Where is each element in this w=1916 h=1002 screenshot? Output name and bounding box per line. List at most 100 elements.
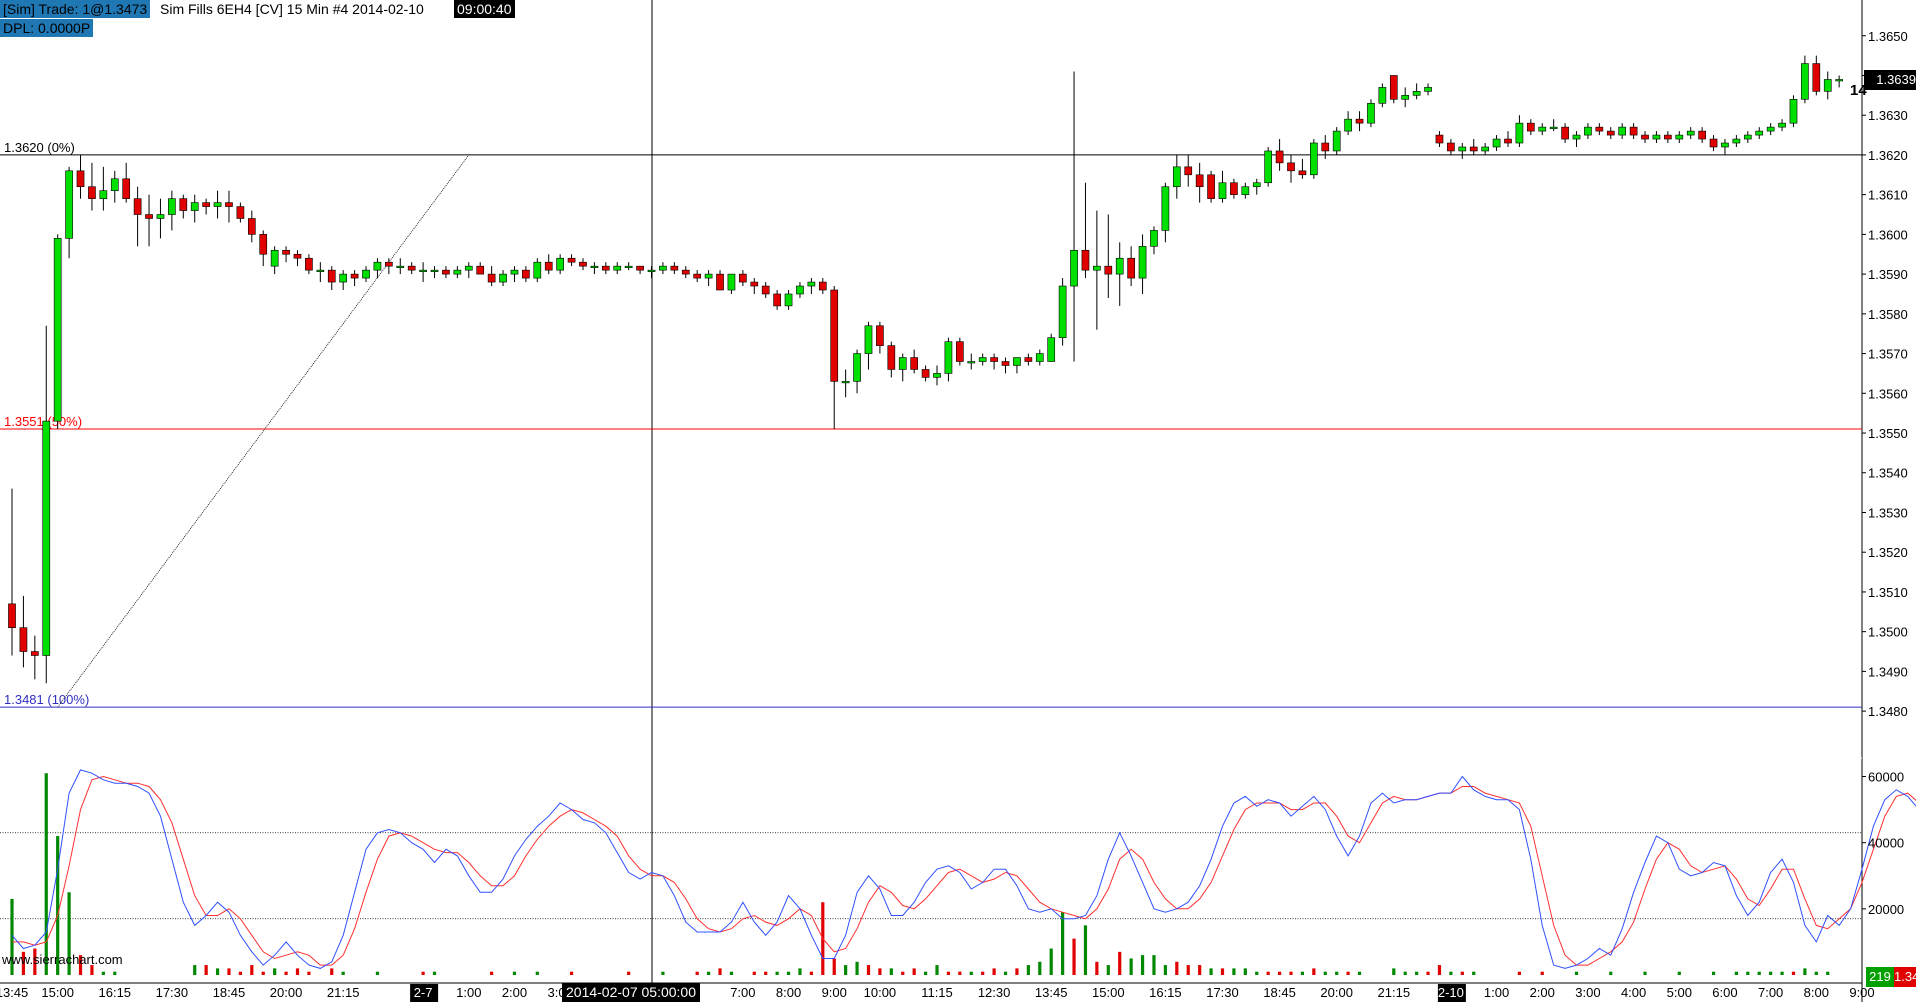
candle-body — [1424, 87, 1432, 92]
volume-bar — [330, 968, 334, 975]
volume-bar — [981, 971, 985, 975]
candle-body — [499, 273, 507, 283]
candle-body — [1641, 134, 1649, 140]
volume-bar — [113, 971, 117, 975]
candle-body — [1526, 122, 1535, 132]
candle-body — [282, 249, 290, 255]
candle-body — [1172, 166, 1181, 188]
price-tick-label: 1.3510 — [1868, 585, 1908, 600]
candle-body — [1469, 146, 1478, 152]
candle-body — [944, 341, 953, 374]
candle-body — [1218, 182, 1227, 199]
candle-body — [42, 420, 51, 656]
candle-body — [1629, 126, 1638, 136]
volume-bar — [1152, 955, 1156, 975]
candle-body — [1344, 118, 1352, 132]
stochastic-d-line — [12, 775, 1916, 966]
volume-bar — [878, 968, 882, 975]
candle-body — [190, 202, 199, 211]
candle-body — [1549, 126, 1558, 129]
candle-body — [453, 269, 462, 275]
candle-body — [978, 357, 987, 362]
volume-bar — [901, 971, 905, 975]
candle-body — [716, 273, 724, 291]
candle-body — [1698, 130, 1706, 140]
price-tick-label: 1.3500 — [1868, 625, 1908, 640]
candle-body — [1492, 138, 1501, 148]
candle-body — [419, 269, 427, 272]
candle-body — [693, 273, 702, 279]
indicator-tick-label: 20000 — [1868, 902, 1904, 917]
volume-bar — [889, 968, 893, 975]
volume-bar — [1814, 971, 1818, 975]
candle-body — [1264, 150, 1273, 184]
time-tick-label: 7:00 — [1758, 985, 1783, 1000]
volume-bar — [1220, 968, 1225, 975]
candle-body — [247, 218, 256, 235]
candle-body — [1310, 142, 1318, 176]
volume-bar — [44, 773, 48, 975]
volume-bar — [935, 965, 939, 975]
candle-body — [259, 234, 268, 255]
sim-trade-label[interactable]: [Sim] Trade: 1@1.3473 — [0, 0, 151, 18]
candle-body — [373, 261, 382, 271]
candle-body — [1732, 138, 1741, 144]
volume-bar — [844, 965, 848, 975]
volume-bar — [1106, 965, 1110, 975]
volume-bar — [866, 965, 871, 975]
candle-body — [659, 265, 667, 271]
candle-body — [76, 170, 85, 188]
candle-body — [510, 269, 519, 275]
candle-body — [796, 285, 804, 295]
volume-bar — [21, 951, 26, 975]
candle-body — [579, 261, 587, 267]
volume-bar — [273, 968, 277, 975]
volume-bar — [227, 968, 231, 975]
candle-body — [225, 202, 233, 207]
candle-body — [1230, 182, 1238, 195]
candle-body — [1686, 130, 1695, 136]
candle-body — [270, 249, 279, 267]
candle-body — [1024, 357, 1033, 362]
candle-body — [1138, 246, 1147, 279]
volume-bar — [1517, 971, 1522, 975]
candle-body — [1127, 257, 1135, 279]
volume-bar — [569, 971, 574, 975]
time-tick-label: 5:00 — [1667, 985, 1692, 1000]
volume-bar — [1472, 971, 1476, 975]
time-tick-label: 21:15 — [1378, 985, 1411, 1000]
time-tick-label: 18:45 — [213, 985, 246, 1000]
price-tick-label: 1.3650 — [1868, 29, 1908, 44]
volume-bar — [1083, 925, 1088, 975]
volume-bar — [1266, 971, 1270, 975]
volume-bar — [1198, 965, 1202, 975]
candle-body — [864, 325, 873, 354]
candle-body — [624, 265, 633, 268]
volume-bar — [1312, 968, 1316, 975]
volume-bar — [1300, 971, 1305, 975]
volume-bar — [1392, 968, 1396, 975]
volume-bar — [752, 971, 756, 975]
time-tick-label: 13:45 — [1035, 985, 1068, 1000]
volume-bar — [729, 971, 734, 975]
time-tick-label: 8:00 — [1804, 985, 1829, 1000]
candle-body — [567, 257, 576, 263]
candle-body — [442, 269, 450, 275]
volume-bar — [1003, 971, 1008, 975]
volume-bar — [1038, 961, 1042, 975]
candle-body — [1664, 134, 1672, 140]
volume-bar — [1061, 912, 1065, 975]
volume-bar — [78, 955, 83, 975]
candle-body — [65, 170, 73, 239]
volume-bar — [67, 892, 71, 975]
time-tick-label: 1:00 — [1484, 985, 1509, 1000]
time-tick-label: 3:00 — [1575, 985, 1600, 1000]
time-tick-label: 12:30 — [978, 985, 1011, 1000]
volume-bar — [1323, 971, 1327, 975]
price-tick-label: 1.3520 — [1868, 545, 1908, 560]
price-tick-label: 1.3570 — [1868, 347, 1908, 362]
candle-body — [19, 627, 28, 652]
candle-body — [1332, 130, 1341, 152]
volume-bar — [1243, 968, 1247, 975]
